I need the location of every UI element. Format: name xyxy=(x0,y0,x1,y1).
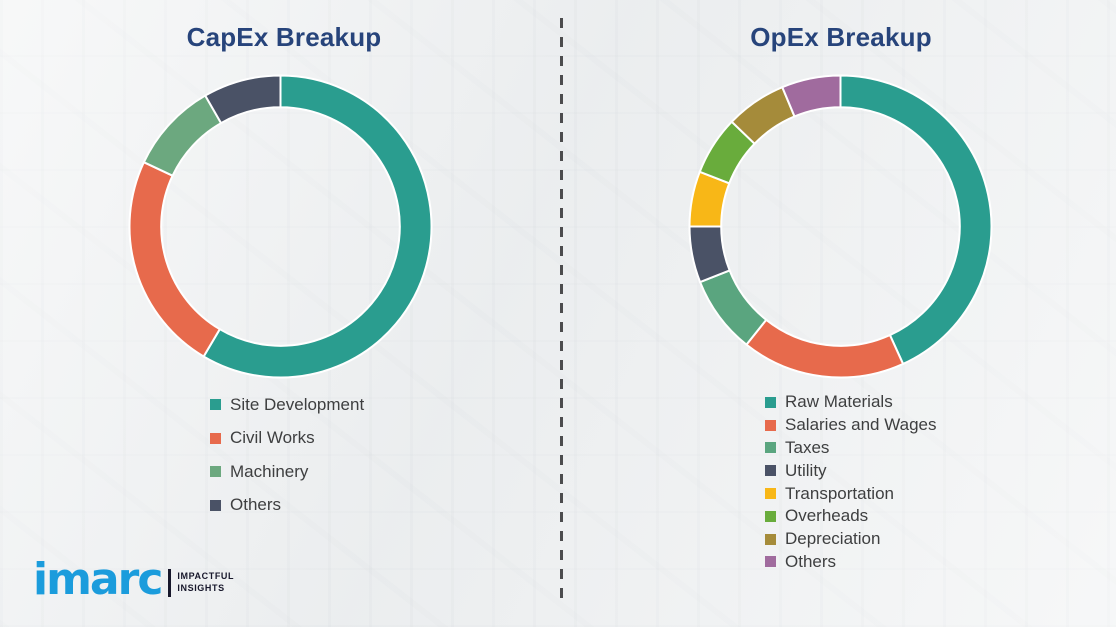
donut-segment-taxes xyxy=(698,269,768,347)
dashed-divider xyxy=(560,18,563,607)
imarc-logo-divider xyxy=(168,569,172,597)
legend-marker xyxy=(210,466,221,478)
legend-item: Others xyxy=(210,489,364,523)
legend-label: Machinery xyxy=(230,461,309,481)
legend-marker xyxy=(765,488,776,500)
legend-item: Raw Materials xyxy=(765,391,937,414)
legend-marker xyxy=(210,399,221,411)
opex-legend: Raw Materials Salaries and Wages Taxes Util… xyxy=(765,391,937,573)
donut-segment-utility xyxy=(688,225,731,284)
legend-item: Utility xyxy=(765,459,937,482)
legend-label: Others xyxy=(785,551,837,571)
legend-marker xyxy=(765,442,776,454)
legend-label: Utility xyxy=(785,460,827,480)
imarc-logo-tagline: IMPACTFUL INSIGHTS xyxy=(177,571,234,594)
donut-segment-others xyxy=(780,74,842,118)
legend-label: Salaries and Wages xyxy=(785,415,937,435)
legend-label: Depreciation xyxy=(785,529,881,549)
legend-marker xyxy=(210,499,221,511)
capex-chart-title: CapEx Breakup xyxy=(186,22,382,52)
opex-chart-title: OpEx Breakup xyxy=(750,22,932,52)
legend-marker xyxy=(765,465,776,477)
donut-segment-machinery xyxy=(142,94,223,178)
imarc-logo: imarc IMPACTFUL INSIGHTS xyxy=(33,558,234,602)
imarc-tagline-line1: IMPACTFUL xyxy=(177,571,235,582)
legend-label: Transportation xyxy=(785,483,894,503)
imarc-tagline-line2: INSIGHTS xyxy=(177,583,225,593)
legend-label: Taxes xyxy=(785,437,830,457)
legend-item: Site Development xyxy=(210,388,364,422)
donut-segment-site-development xyxy=(202,74,433,379)
legend-marker xyxy=(765,533,776,545)
legend-item: Machinery xyxy=(210,455,364,489)
legend-label: Site Development xyxy=(230,394,365,414)
donut-segment-raw-materials xyxy=(839,74,993,366)
legend-item: Depreciation xyxy=(765,528,937,551)
opex-donut-chart xyxy=(688,74,993,379)
capex-donut-chart xyxy=(128,74,433,379)
donut-segment-salaries-and-wages xyxy=(745,318,905,379)
legend-item: Taxes xyxy=(765,437,937,460)
legend-label: Civil Works xyxy=(230,428,315,448)
legend-marker xyxy=(765,510,776,522)
legend-label: Overheads xyxy=(785,506,869,526)
legend-item: Salaries and Wages xyxy=(765,414,937,437)
legend-label: Raw Materials xyxy=(785,392,893,412)
donut-segment-others xyxy=(203,74,282,125)
legend-item: Civil Works xyxy=(210,422,364,456)
legend-item: Overheads xyxy=(765,505,937,528)
legend-item: Others xyxy=(765,551,937,574)
imarc-logo-wordmark: imarc xyxy=(33,554,163,605)
legend-item: Transportation xyxy=(765,482,937,505)
legend-marker xyxy=(210,432,221,444)
donut-segment-civil-works xyxy=(128,160,222,358)
capex-legend: Site Development Civil Works Machinery Othe… xyxy=(210,388,364,522)
legend-marker xyxy=(765,396,776,408)
legend-label: Others xyxy=(230,495,282,515)
legend-marker xyxy=(765,419,776,431)
legend-marker xyxy=(765,556,776,568)
